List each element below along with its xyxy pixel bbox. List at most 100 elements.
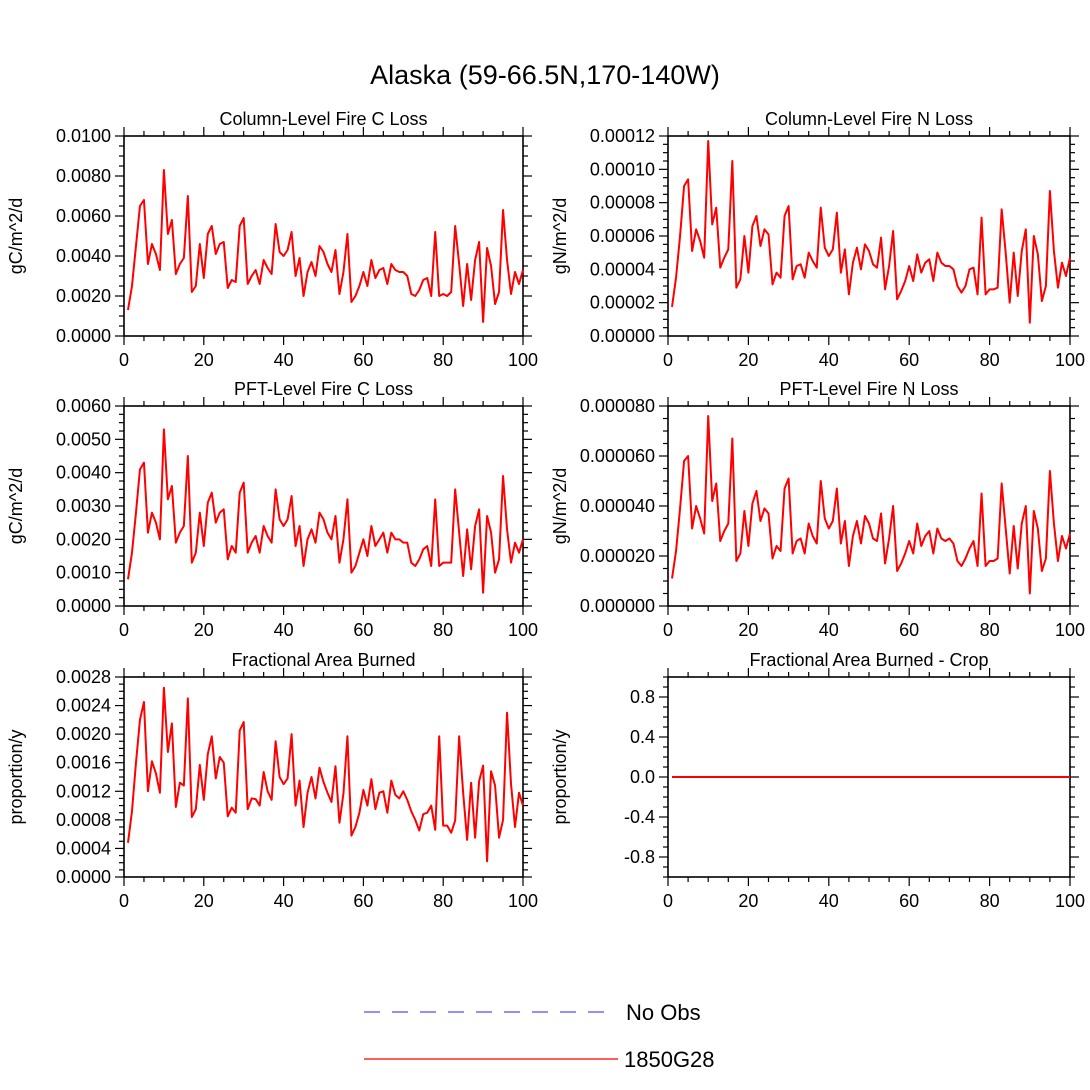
- x-tick-label: 80: [433, 620, 453, 640]
- y-tick-label: 0.8: [630, 687, 655, 707]
- x-tick-label: 0: [119, 620, 129, 640]
- y-tick-label: 0.0004: [56, 838, 111, 858]
- y-tick-label: 0.00010: [590, 159, 655, 179]
- y-tick-label: 0.0080: [56, 166, 111, 186]
- x-tick-label: 20: [738, 350, 758, 370]
- panel-6: Fractional Area Burned - Crop proportion/…: [550, 650, 1085, 911]
- y-axis-label: gN/m^2/d: [550, 198, 570, 274]
- y-tick-label: 0.00012: [590, 126, 655, 146]
- y-axis-label: proportion/y: [6, 729, 26, 824]
- y-tick-label: 0.4: [630, 727, 655, 747]
- figure-title: Alaska (59-66.5N,170-140W): [370, 60, 720, 90]
- x-tick-label: 20: [194, 620, 214, 640]
- y-tick-label: 0.0060: [56, 206, 111, 226]
- y-tick-label: 0.00008: [590, 193, 655, 213]
- y-tick-label: 0.0008: [56, 810, 111, 830]
- y-tick-label: 0.000080: [580, 396, 655, 416]
- panel-title: Fractional Area Burned - Crop: [749, 650, 988, 670]
- x-tick-label: 60: [899, 350, 919, 370]
- y-tick-label: 0.000040: [580, 496, 655, 516]
- x-tick-label: 80: [980, 891, 1000, 911]
- panel-5: Fractional Area Burned proportion/y 0 20 40 6…: [6, 650, 538, 911]
- y-tick-label: -0.8: [624, 847, 655, 867]
- y-axis-label: gN/m^2/d: [550, 468, 570, 544]
- panel-3: PFT-Level Fire C Loss gC/m^2/d 0 20 40 60 80 10…: [6, 379, 538, 640]
- y-tick-label: 0.00006: [590, 226, 655, 246]
- x-tick-label: 100: [508, 891, 538, 911]
- panel-title: Fractional Area Burned: [231, 650, 415, 670]
- x-tick-label: 40: [274, 620, 294, 640]
- y-tick-label: 0.0030: [56, 496, 111, 516]
- x-tick-label: 80: [433, 350, 453, 370]
- y-tick-label: 0.0024: [56, 696, 111, 716]
- y-tick-label: 0.0060: [56, 396, 111, 416]
- y-tick-label: 0.000020: [580, 546, 655, 566]
- series-line-1850g28: [127, 428, 524, 594]
- x-tick-label: 60: [899, 891, 919, 911]
- panel-1: Column-Level Fire C Loss gC/m^2/d 0 20 40 60 8…: [6, 109, 538, 370]
- y-tick-label: 0.0000: [56, 326, 111, 346]
- panel-2: Column-Level Fire N Loss gN/m^2/d 0 20 40 60 8…: [550, 109, 1085, 370]
- y-axis-label: gC/m^2/d: [6, 198, 26, 274]
- x-tick-label: 40: [819, 620, 839, 640]
- x-tick-label: 60: [353, 350, 373, 370]
- x-tick-label: 0: [119, 891, 129, 911]
- x-tick-label: 80: [980, 350, 1000, 370]
- y-tick-label: 0.0000: [56, 867, 111, 887]
- y-tick-label: 0.000000: [580, 596, 655, 616]
- legend-label-no-obs: No Obs: [626, 1000, 701, 1025]
- x-tick-label: 0: [663, 891, 673, 911]
- x-tick-label: 40: [819, 350, 839, 370]
- legend: No Obs 1850G28: [364, 1000, 715, 1072]
- x-tick-label: 100: [1055, 891, 1085, 911]
- x-tick-label: 0: [663, 350, 673, 370]
- y-tick-label: 0.000060: [580, 446, 655, 466]
- series-line-1850g28: [126, 686, 524, 863]
- y-tick-label: -0.4: [624, 807, 655, 827]
- x-tick-label: 0: [119, 350, 129, 370]
- x-tick-label: 80: [980, 620, 1000, 640]
- series-line-1850g28: [671, 415, 1071, 595]
- panel-title: Column-Level Fire C Loss: [219, 109, 427, 129]
- panel-title: PFT-Level Fire C Loss: [234, 379, 413, 399]
- y-tick-label: 0.0000: [56, 596, 111, 616]
- x-tick-label: 40: [819, 891, 839, 911]
- y-tick-label: 0.00004: [590, 259, 655, 279]
- x-tick-label: 80: [433, 891, 453, 911]
- panel-title: Column-Level Fire N Loss: [765, 109, 973, 129]
- series-line-1850g28: [671, 140, 1071, 324]
- y-tick-label: 0.0010: [56, 563, 111, 583]
- y-tick-label: 0.0016: [56, 753, 111, 773]
- x-tick-label: 0: [663, 620, 673, 640]
- y-tick-label: 0.0020: [56, 286, 111, 306]
- x-tick-label: 20: [738, 620, 758, 640]
- y-tick-label: 0.0012: [56, 781, 111, 801]
- x-tick-label: 60: [353, 891, 373, 911]
- y-tick-label: 0.0020: [56, 529, 111, 549]
- y-tick-label: 0.00002: [590, 293, 655, 313]
- x-tick-label: 20: [738, 891, 758, 911]
- y-tick-label: 0.0028: [56, 667, 111, 687]
- y-tick-label: 0.0040: [56, 246, 111, 266]
- y-tick-label: 0.0050: [56, 429, 111, 449]
- series-line-1850g28: [127, 169, 524, 323]
- x-tick-label: 100: [1055, 620, 1085, 640]
- x-tick-label: 20: [194, 891, 214, 911]
- y-tick-label: 0.0020: [56, 724, 111, 744]
- x-tick-label: 60: [899, 620, 919, 640]
- y-tick-label: 0.0: [630, 767, 655, 787]
- y-tick-label: 0.0040: [56, 463, 111, 483]
- legend-label-1850g28: 1850G28: [624, 1047, 715, 1072]
- x-tick-label: 100: [508, 620, 538, 640]
- y-tick-label: 0.00000: [590, 326, 655, 346]
- x-tick-label: 100: [508, 350, 538, 370]
- x-tick-label: 60: [353, 620, 373, 640]
- x-tick-label: 100: [1055, 350, 1085, 370]
- panels: Column-Level Fire C Loss gC/m^2/d 0 20 40 60 8…: [6, 109, 1085, 911]
- y-axis-label: proportion/y: [550, 729, 570, 824]
- panel-4: PFT-Level Fire N Loss gN/m^2/d 0 20 40 60 80 10…: [550, 379, 1085, 640]
- x-tick-label: 40: [274, 891, 294, 911]
- panel-title: PFT-Level Fire N Loss: [779, 379, 958, 399]
- x-tick-label: 40: [274, 350, 294, 370]
